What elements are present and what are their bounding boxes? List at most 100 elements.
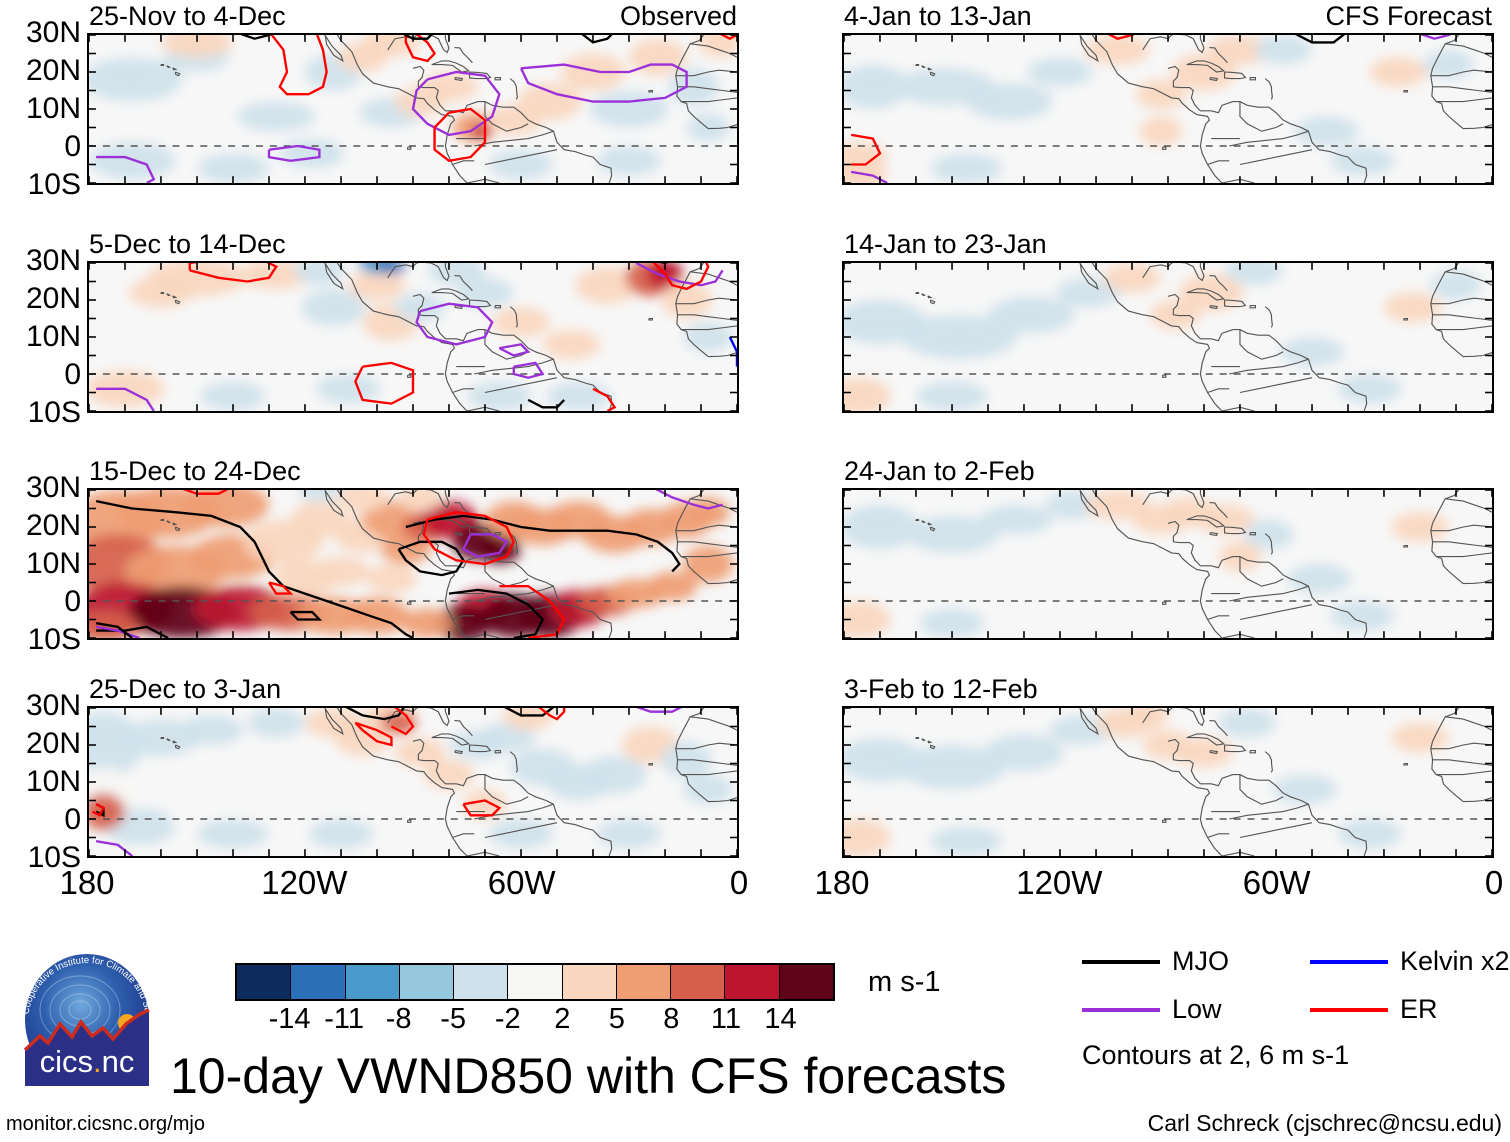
axis-ticks <box>89 263 737 411</box>
colorbar-tick: 14 <box>764 1003 797 1035</box>
map-panel: 14-Jan to 23-Jan <box>842 231 1494 413</box>
colorbar: -14 -11 -8 -5 -2 2 5 8 11 14 <box>235 963 835 1034</box>
contour-legend-label: MJO <box>1172 946 1229 976</box>
colorbar-swatch <box>725 965 780 999</box>
y-axis-tick-label: 0 <box>64 130 81 163</box>
colorbar-swatch <box>562 965 617 999</box>
panel-title: 14-Jan to 23-Jan <box>844 229 1047 259</box>
colorbar-swatch <box>616 965 672 999</box>
y-axis-tick-label: 30N <box>25 689 81 722</box>
site-url: monitor.cicsnc.org/mjo <box>6 1113 205 1135</box>
column-header: CFS Forecast <box>1325 1 1492 31</box>
colorbar-swatch <box>291 965 346 999</box>
colorbar-swatch <box>345 965 400 999</box>
y-axis-tick-label: 20N <box>25 509 81 542</box>
map-panel: 24-Jan to 2-Feb <box>842 458 1494 640</box>
panel-grid: 25-Nov to 4-Dec Observed 30N 20N 10N 0 10S 4-Ja… <box>5 3 1503 900</box>
colorbar-tick: 8 <box>663 1003 680 1035</box>
colorbar-swatch <box>508 965 563 999</box>
y-axis-labels: 30N 20N 10N 0 10S <box>5 473 87 655</box>
map-plot-area <box>87 706 739 858</box>
map-panel: 15-Dec to 24-Dec 30N 20N 10N 0 10S <box>26 458 739 655</box>
map-panel: 3-Feb to 12-Feb 180 120W 60W 0 <box>814 676 1503 900</box>
contour-legend-item: Kelvin x2 <box>1310 948 1510 975</box>
coastlines <box>915 490 1492 638</box>
x-axis-tick-label: 120W <box>261 864 348 901</box>
x-axis-tick-label: 60W <box>1242 864 1311 901</box>
y-axis-tick-label: 10N <box>25 92 81 125</box>
colorbar-unit-label: m s-1 <box>868 966 941 998</box>
coastlines <box>160 490 737 638</box>
contour-legend-label: Low <box>1172 994 1222 1024</box>
x-axis-tick-label: 0 <box>1484 864 1504 901</box>
axis-ticks <box>844 35 1492 183</box>
y-axis-tick-label: 20N <box>25 727 81 760</box>
contour-legend-line <box>1310 1007 1388 1012</box>
coastlines <box>915 263 1492 411</box>
colorbar-tick: 2 <box>554 1003 571 1035</box>
colorbar-tick-labels: -14 -11 -8 -5 -2 2 5 8 11 14 <box>235 1003 835 1037</box>
colorbar-swatches <box>235 963 835 1001</box>
map-plot-area <box>842 261 1494 413</box>
contour-legend-line <box>1082 959 1160 964</box>
x-axis-tick-label: 180 <box>59 864 115 901</box>
colorbar-tick: -5 <box>440 1003 467 1035</box>
y-axis-tick-label: 10S <box>27 841 81 874</box>
colorbar-swatch <box>237 965 292 999</box>
panel-title: 5-Dec to 14-Dec <box>89 229 286 259</box>
y-axis-tick-label: 10N <box>25 765 81 798</box>
y-axis-labels: 30N 20N 10N 0 10S <box>5 18 87 200</box>
y-axis-labels: 30N 20N 10N 0 10S <box>5 691 87 873</box>
map-panel: 25-Dec to 3-Jan 30N 20N 10N 0 10S 180 120W 60W 0 <box>26 676 748 900</box>
x-axis-tick-label: 180 <box>814 864 870 901</box>
map-plot-area <box>87 261 739 413</box>
panel-title: 25-Nov to 4-Dec <box>89 1 286 31</box>
x-axis-tick-label: 60W <box>487 864 556 901</box>
map-plot-area <box>842 33 1494 185</box>
colorbar-swatch <box>779 965 833 999</box>
y-axis-tick-label: 10N <box>25 547 81 580</box>
y-axis-labels: 30N 20N 10N 0 10S <box>5 246 87 428</box>
shading-layer <box>89 263 734 411</box>
colorbar-tick: 11 <box>710 1003 741 1035</box>
x-axis-labels: 180 120W 60W 0 <box>814 858 1503 904</box>
contour-legend: MJO Kelvin x2 Low ER <box>1082 946 1510 1043</box>
contour-layer <box>850 35 1452 183</box>
contour-legend-label: Kelvin x2 <box>1400 946 1510 976</box>
y-axis-tick-label: 0 <box>64 585 81 618</box>
map-plot-area <box>87 33 739 185</box>
y-axis-tick-label: 10S <box>27 396 81 429</box>
panel-title: 15-Dec to 24-Dec <box>89 456 301 486</box>
figure-title: 10-day VWND850 with CFS forecasts <box>170 1048 1007 1104</box>
y-axis-tick-label: 10N <box>25 320 81 353</box>
axis-ticks <box>89 708 737 856</box>
axis-ticks <box>844 490 1492 638</box>
panel-title: 4-Jan to 13-Jan <box>844 1 1032 31</box>
y-axis-tick-label: 20N <box>25 54 81 87</box>
axis-ticks <box>844 263 1492 411</box>
shading-layer <box>844 708 1449 856</box>
cics-nc-logo: Cooperative Institute for Climate and Sa… <box>11 936 160 1094</box>
figure-footer: Cooperative Institute for Climate and Sa… <box>0 930 1510 1142</box>
contour-legend-label: ER <box>1400 994 1438 1024</box>
map-plot-area <box>87 488 739 640</box>
logo-wordmark: cics.nc <box>40 1044 135 1079</box>
x-axis-labels: 180 120W 60W 0 <box>59 858 748 904</box>
contour-layer <box>96 263 737 411</box>
shading-layer <box>844 35 1475 183</box>
colorbar-swatch <box>399 965 455 999</box>
axis-ticks <box>89 35 737 183</box>
axis-ticks <box>89 490 737 638</box>
map-plot-area <box>842 706 1494 858</box>
map-plot-area <box>842 488 1494 640</box>
y-axis-tick-label: 10S <box>27 168 81 201</box>
colorbar-swatch <box>671 965 726 999</box>
map-panel: 25-Nov to 4-Dec Observed 30N 20N 10N 0 10S <box>26 3 739 200</box>
x-axis-tick-label: 0 <box>729 864 749 901</box>
map-panel: 4-Jan to 13-Jan CFS Forecast <box>842 3 1494 185</box>
y-axis-tick-label: 30N <box>25 16 81 49</box>
contour-legend-item: ER <box>1310 996 1438 1023</box>
column-header: Observed <box>619 1 737 31</box>
panel-title: 3-Feb to 12-Feb <box>844 674 1038 704</box>
contour-layer <box>92 708 682 856</box>
